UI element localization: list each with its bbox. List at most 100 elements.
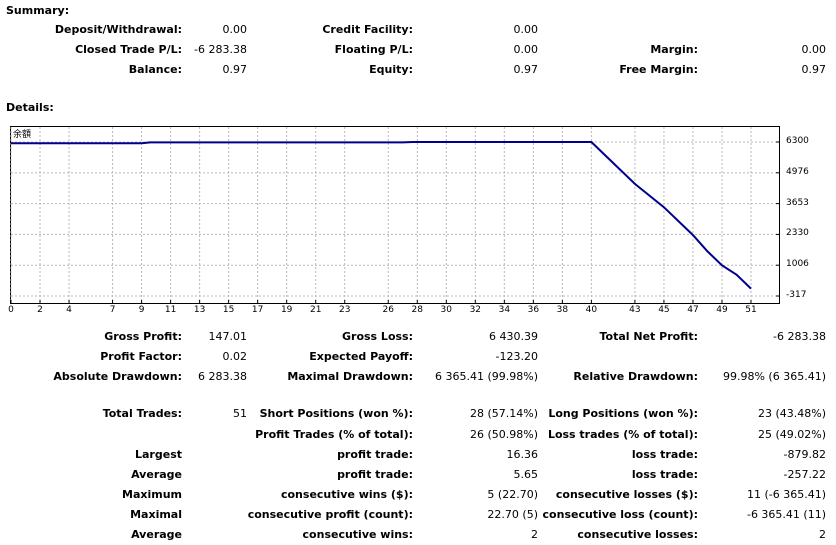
details-value: -6 283.38 (773, 330, 826, 343)
x-tick-label: 51 (745, 305, 757, 315)
details-value: 147.01 (208, 330, 248, 343)
x-tick-label: 26 (382, 305, 394, 315)
details-value: 23 (43.48%) (757, 407, 826, 420)
x-tick-label: 0 (8, 305, 14, 315)
details-value: 25 (49.02%) (757, 428, 826, 441)
summary-label: Closed Trade P/L: (75, 43, 182, 56)
x-tick-label: 19 (280, 305, 293, 315)
details-label: Maximal Drawdown: (287, 370, 413, 383)
summary-label: Equity: (369, 63, 413, 76)
y-tick-label: 2330 (786, 228, 809, 239)
y-tick-label: 1006 (786, 259, 809, 270)
details-label: Long Positions (won %): (548, 407, 698, 420)
details-label: loss trade: (631, 448, 698, 461)
summary-label: Free Margin: (619, 63, 698, 76)
details-label: Profit Trades (% of total): (255, 428, 413, 441)
details-value: 0.02 (222, 350, 248, 363)
balance-line (11, 141, 752, 290)
x-tick-label: 4 (66, 305, 72, 315)
details-label: profit trade: (337, 448, 413, 461)
summary-value: 0.97 (801, 63, 827, 76)
details-value: 6 365.41 (99.98%) (434, 370, 538, 383)
details-label: consecutive profit (count): (247, 508, 413, 521)
y-tick-label: -317 (786, 290, 807, 300)
details-label: Gross Profit: (104, 330, 182, 343)
details-label: Profit Factor: (100, 350, 182, 363)
x-tick-label: 38 (556, 305, 569, 315)
summary-value: 0.00 (801, 43, 827, 56)
x-tick-label: 15 (222, 305, 235, 315)
details-label: Maximum (122, 488, 182, 501)
x-tick-label: 45 (658, 305, 670, 315)
x-tick-label: 47 (687, 305, 699, 315)
details-value: 6 283.38 (198, 370, 247, 383)
chart-grid (10, 127, 780, 304)
x-tick-label: 28 (411, 305, 423, 315)
details-label: Maximal (130, 508, 182, 521)
y-tick-label: 4976 (786, 166, 809, 177)
x-tick-label: 30 (440, 305, 453, 315)
details-value: 11 (-6 365.41) (746, 488, 826, 501)
details-label: loss trade: (631, 468, 698, 481)
details-label: Short Positions (won %): (259, 407, 413, 420)
details-label: Relative Drawdown: (573, 370, 698, 383)
chart-legend: 余額 (13, 128, 31, 140)
details-label: Average (131, 528, 182, 541)
details-value: 22.70 (5) (487, 508, 538, 521)
x-tick-label: 34 (498, 305, 511, 315)
details-label: Total Net Profit: (599, 330, 699, 343)
details-value: -257.22 (783, 468, 826, 481)
details-label: consecutive losses: (577, 528, 698, 541)
summary-label: Credit Facility: (322, 23, 413, 36)
x-tick-label: 36 (527, 305, 540, 315)
details-label: consecutive wins ($): (280, 488, 413, 501)
details-label: consecutive loss (count): (542, 508, 698, 521)
x-tick-label: 43 (629, 305, 641, 315)
details-value: -879.82 (783, 448, 826, 461)
summary-label: Margin: (650, 43, 698, 56)
summary-value: 0.97 (222, 63, 248, 76)
x-tick-label: 40 (585, 305, 598, 315)
x-tick-label: 2 (37, 305, 43, 315)
summary-value: -6 283.38 (194, 43, 247, 56)
details-value: 28 (57.14%) (469, 407, 538, 420)
details-value: 6 430.39 (489, 330, 538, 343)
details-label: consecutive wins: (302, 528, 413, 541)
details-label: profit trade: (337, 468, 413, 481)
x-tick-label: 9 (138, 305, 145, 315)
details-label: Average (131, 468, 182, 481)
details-label: Gross Loss: (342, 330, 413, 343)
summary-label: Balance: (128, 63, 182, 76)
details-value: -6 365.41 (11) (746, 508, 826, 521)
y-tick-label: 3653 (786, 197, 809, 208)
summary-value: 0.00 (513, 23, 539, 36)
details-value: 51 (233, 407, 247, 420)
details-label: Total Trades: (102, 407, 182, 420)
details-label: Absolute Drawdown: (53, 370, 182, 383)
y-tick-label: 6300 (786, 136, 809, 146)
details-value: 2 (531, 528, 538, 541)
summary-label: Deposit/Withdrawal: (54, 23, 182, 36)
x-tick-label: 32 (469, 305, 482, 315)
details-value: 5 (22.70) (487, 488, 538, 501)
details-label: consecutive losses ($): (555, 488, 698, 501)
summary-heading: Summary: (6, 4, 70, 17)
details-label: Loss trades (% of total): (547, 428, 698, 441)
x-tick-label: 7 (109, 305, 116, 315)
details-value: 16.36 (506, 448, 539, 461)
chart-plot-area (10, 126, 780, 304)
summary-value: 0.97 (513, 63, 539, 76)
x-tick-label: 13 (193, 305, 206, 315)
summary-value: 0.00 (222, 23, 248, 36)
x-tick-label: 17 (251, 305, 264, 315)
summary-label: Floating P/L: (334, 43, 413, 56)
details-value: 5.65 (513, 468, 539, 481)
x-tick-label: 49 (716, 305, 728, 315)
x-tick-label: 23 (338, 305, 351, 315)
summary-value: 0.00 (513, 43, 539, 56)
x-tick-label: 11 (164, 305, 177, 315)
details-value: -123.20 (495, 350, 538, 363)
balance-chart: 余額 (10, 126, 780, 304)
details-label: Largest (135, 448, 182, 461)
x-tick-label: 21 (309, 305, 322, 315)
